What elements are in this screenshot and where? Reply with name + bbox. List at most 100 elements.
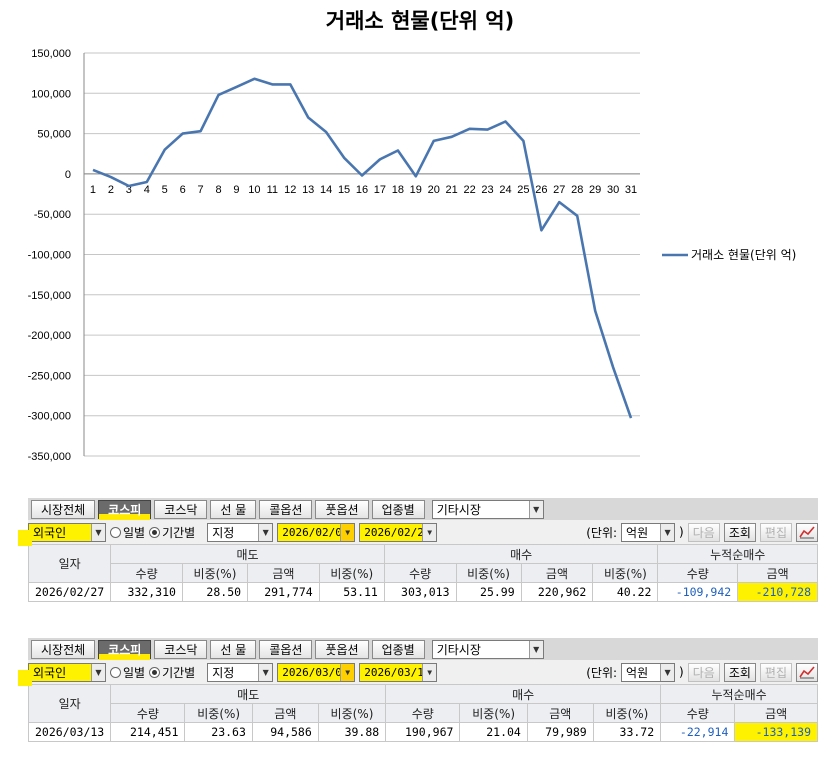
chevron-down-icon: ▼ (258, 523, 273, 541)
cell-sell-amount: 94,586 (251, 722, 319, 742)
unit-select[interactable]: 억원 ▼ (621, 662, 676, 682)
column-header-qty: 수량 (385, 703, 461, 723)
date-to-input[interactable]: 2026/03/13 ▼ (359, 662, 438, 682)
chart-icon[interactable] (796, 662, 818, 682)
unit-suffix: ) (679, 665, 684, 679)
x-tick-label: 23 (481, 184, 493, 196)
column-header-qty: 수량 (660, 703, 736, 723)
next-button[interactable]: 다음 (687, 662, 720, 682)
x-tick-label: 2 (108, 184, 114, 196)
filter-bar: 외국인 ▼ 일별 기간별 지정 ▼ 2026/03/02 ▼ 2026/03/13 ▼ … (28, 660, 818, 684)
line-chart: 거래소 현물(단위 억) 150,000 100,000 50,000 0 -50,000… (28, 9, 797, 463)
table-row[interactable]: 2026/03/13 214,451 23.63 94,586 39.88 19… (27, 722, 818, 742)
radio-daily[interactable]: 일별 (110, 664, 145, 681)
tab-call-option[interactable]: 콜옵션 (259, 499, 313, 519)
calendar-dropdown-icon: ▼ (422, 663, 437, 681)
radio-period[interactable]: 기간별 (149, 524, 195, 541)
date-to-input[interactable]: 2026/02/28 ▼ (359, 522, 438, 542)
series-line (92, 77, 633, 419)
y-tick-label: -50,000 (34, 209, 71, 221)
chevron-down-icon: ▼ (660, 523, 675, 541)
tab-sector[interactable]: 업종별 (371, 639, 425, 659)
cell-sell-qty-ratio: 28.50 (181, 582, 249, 602)
edit-button[interactable]: 편집 (759, 662, 792, 682)
y-tick-label: -350,000 (28, 451, 71, 463)
tab-kosdaq[interactable]: 코스닥 (154, 499, 208, 519)
y-tick-label: 100,000 (31, 88, 71, 100)
cell-date: 2026/02/27 (27, 582, 112, 602)
column-header-sell: 매도 (110, 544, 385, 564)
query-button[interactable]: 조회 (723, 662, 756, 682)
tab-futures[interactable]: 선 물 (210, 499, 257, 519)
chevron-down-icon: ▼ (528, 500, 543, 518)
column-header-ratio: 비중(%) (592, 563, 659, 583)
tab-kospi[interactable]: 코스피 (98, 499, 152, 520)
chart-icon[interactable] (796, 522, 818, 542)
filter-bar: 외국인 ▼ 일별 기간별 지정 ▼ 2026/02/02 ▼ 2026/02/28 ▼ … (28, 520, 818, 544)
calendar-dropdown-icon: ▼ (340, 663, 355, 681)
cell-sell-amount: 291,774 (247, 582, 320, 602)
x-tick-label: 9 (233, 184, 239, 196)
tab-put-option[interactable]: 풋옵션 (315, 639, 369, 659)
radio-period[interactable]: 기간별 (149, 664, 195, 681)
column-header-amount: 금액 (737, 563, 818, 583)
column-header-amount: 금액 (251, 703, 319, 723)
cell-sell-qty: 214,451 (110, 722, 186, 742)
x-tick-label: 11 (267, 184, 278, 196)
y-tick-label: -100,000 (28, 250, 71, 262)
range-select[interactable]: 지정 ▼ (207, 522, 274, 542)
unit-select[interactable]: 억원 ▼ (621, 522, 676, 542)
tab-kospi[interactable]: 코스피 (98, 639, 152, 660)
column-header-qty: 수량 (110, 563, 183, 583)
cell-buy-amount: 79,989 (526, 722, 594, 742)
market-select[interactable]: 기타시장 ▼ (431, 499, 544, 519)
edit-button[interactable]: 편집 (759, 522, 792, 542)
x-tick-label: 24 (499, 184, 511, 196)
y-tick-label: 50,000 (37, 129, 71, 141)
y-tick-label: 0 (65, 169, 71, 181)
date-from-input[interactable]: 2026/02/02 ▼ (277, 522, 356, 542)
market-tab-bar: 시장전체 코스피 코스닥 선 물 콜옵션 풋옵션 업종별 기타시장 ▼ (28, 498, 818, 520)
tab-all-market[interactable]: 시장전체 (31, 639, 96, 659)
tab-put-option[interactable]: 풋옵션 (315, 499, 369, 519)
investor-trading-table: 일자 매도 매수 누적순매수 수량 비중(%) 금액 비중(%) 수량 비중(%… (27, 544, 818, 602)
chevron-down-icon: ▼ (258, 663, 273, 681)
investor-select[interactable]: 외국인 ▼ (28, 522, 106, 542)
y-tick-label: -250,000 (28, 370, 71, 382)
cell-net-amount: -133,139 (734, 722, 818, 742)
tab-sector[interactable]: 업종별 (371, 499, 425, 519)
query-button[interactable]: 조회 (723, 522, 756, 542)
date-from-input[interactable]: 2026/03/02 ▼ (277, 662, 356, 682)
column-header-buy: 매수 (383, 544, 659, 564)
range-select[interactable]: 지정 ▼ (207, 662, 274, 682)
radio-daily[interactable]: 일별 (110, 524, 145, 541)
investor-panel-february: 시장전체 코스피 코스닥 선 물 콜옵션 풋옵션 업종별 기타시장 ▼ 외국인 ▼ … (27, 498, 818, 602)
x-tick-label: 26 (535, 184, 547, 196)
table-row[interactable]: 2026/02/27 332,310 28.50 291,774 53.11 3… (27, 582, 818, 602)
investor-select[interactable]: 외국인 ▼ (28, 662, 106, 682)
column-header-amount: 금액 (734, 703, 818, 723)
cell-net-qty: -22,914 (660, 722, 736, 742)
x-tick-label: 22 (463, 184, 475, 196)
tab-futures[interactable]: 선 물 (210, 639, 257, 659)
tab-call-option[interactable]: 콜옵션 (259, 639, 313, 659)
column-header-ratio: 비중(%) (592, 703, 662, 723)
column-header-ratio: 비중(%) (459, 703, 528, 723)
unit-label: (단위: (586, 525, 618, 540)
x-tick-label: 16 (356, 184, 368, 196)
tab-kosdaq[interactable]: 코스닥 (154, 639, 208, 659)
chevron-down-icon: ▼ (91, 663, 105, 681)
market-tab-bar: 시장전체 코스피 코스닥 선 물 콜옵션 풋옵션 업종별 기타시장 ▼ (28, 638, 818, 660)
next-button[interactable]: 다음 (687, 522, 720, 542)
y-tick-label: -150,000 (28, 290, 71, 302)
column-header-buy: 매수 (385, 684, 662, 704)
cell-sell-amount-ratio: 53.11 (318, 582, 385, 602)
tab-all-market[interactable]: 시장전체 (31, 499, 96, 519)
cell-net-qty: -109,942 (657, 582, 739, 602)
cell-sell-qty: 332,310 (110, 582, 183, 602)
column-header-ratio: 비중(%) (317, 703, 387, 723)
market-select[interactable]: 기타시장 ▼ (431, 639, 544, 659)
x-tick-label: 8 (215, 184, 221, 196)
column-header-ratio: 비중(%) (184, 703, 253, 723)
chart-title: 거래소 현물(단위 억) (326, 9, 514, 33)
